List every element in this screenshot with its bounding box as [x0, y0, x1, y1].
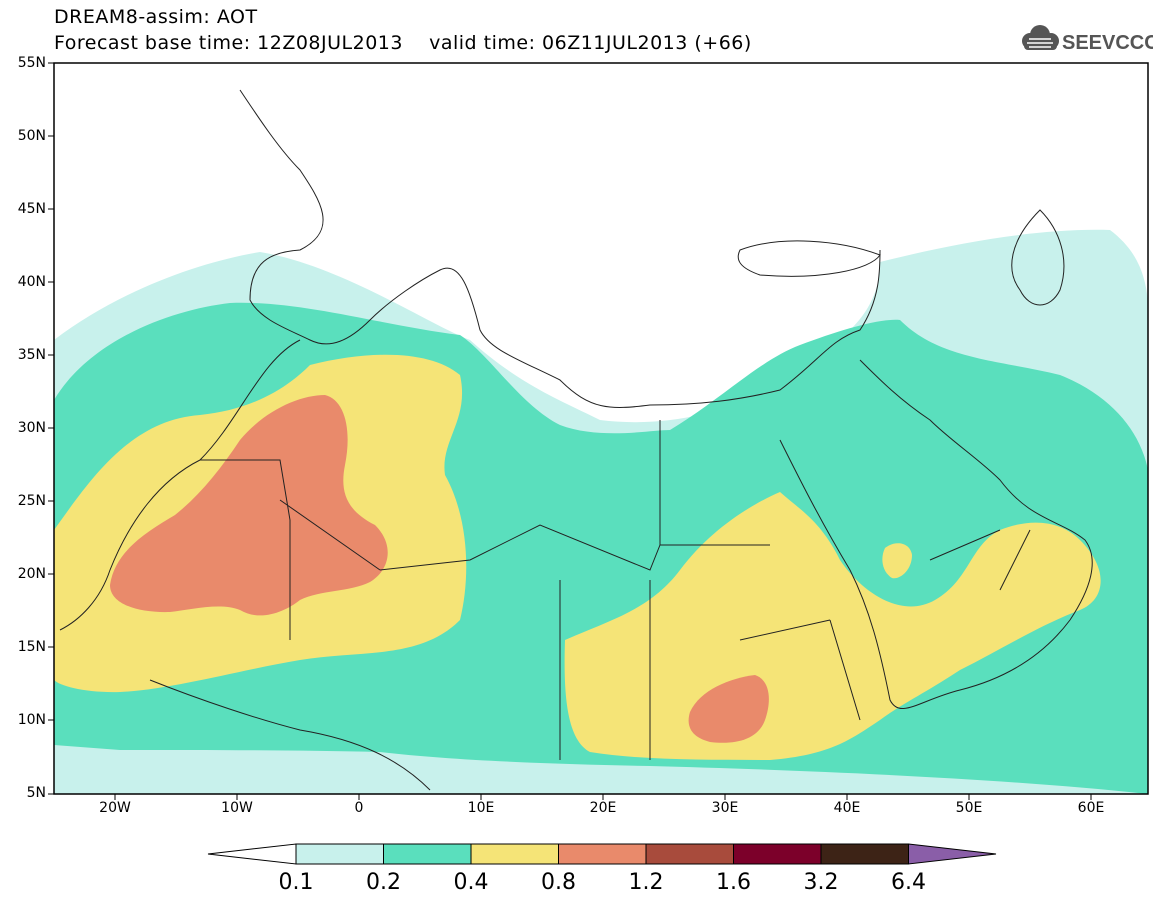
lat-label: 5N: [26, 785, 46, 801]
colorbar-segment: [558, 843, 647, 865]
colorbar-label: 0.8: [541, 870, 576, 895]
colorbar-segment: [470, 843, 559, 865]
colorbar-label: 0.1: [278, 870, 314, 895]
logo-text: SEEVCCC: [1062, 32, 1153, 54]
colorbar-label: 0.2: [366, 870, 401, 895]
chart-subtitle: Forecast base time: 12Z08JUL2013 valid t…: [54, 32, 752, 54]
coastline-redsea: [779, 359, 1093, 710]
lat-label: 35N: [17, 347, 46, 363]
lat-label: 55N: [17, 55, 46, 71]
lat-label: 20N: [17, 566, 46, 582]
colorbar-label: 3.2: [803, 870, 839, 895]
lat-label: 45N: [17, 201, 46, 217]
lat-label: 10N: [17, 712, 46, 728]
colorbar: [207, 843, 997, 865]
colorbar-label: 1.2: [628, 870, 664, 895]
colorbar-label: 6.4: [891, 870, 926, 895]
lon-label: 20W: [99, 800, 131, 816]
lon-label: 0: [354, 800, 364, 816]
colorbar-segment: [295, 843, 384, 865]
colorbar-segment: [820, 843, 909, 865]
lat-label: 40N: [17, 274, 46, 290]
black-sea: [737, 240, 881, 277]
aot-band-0.8-east: [688, 675, 769, 743]
caspian-sea: [1011, 209, 1065, 306]
lon-label: 30E: [711, 800, 739, 816]
colorbar-label: 0.4: [453, 870, 489, 895]
lon-label: 50E: [955, 800, 983, 816]
coastline-africa: [59, 339, 431, 791]
colorbar-segment: [383, 843, 472, 865]
aot-band-0.4-east: [564, 492, 1101, 760]
aot-band-0.4-spot: [882, 543, 912, 579]
lat-label: 25N: [17, 493, 46, 509]
lat-label: 15N: [17, 639, 46, 655]
colorbar-label: 1.6: [716, 870, 751, 895]
colorbar-segment-over: [908, 843, 997, 865]
colorbar-segment: [645, 843, 734, 865]
lon-label: 10W: [221, 800, 253, 816]
lon-label: 20E: [589, 800, 617, 816]
colorbar-segment-under: [207, 843, 297, 865]
lon-label: 60E: [1077, 800, 1105, 816]
aot-band-0.8: [110, 395, 388, 616]
coastline-europe: [239, 89, 881, 408]
colorbar-segment: [733, 843, 822, 865]
seevccc-logo: SEEVCCC: [1022, 25, 1153, 54]
lat-label: 50N: [17, 128, 46, 144]
chart-title: DREAM8-assim: AOT: [54, 6, 258, 28]
lat-label: 30N: [17, 420, 46, 436]
border-lines: [200, 420, 1031, 760]
lon-label: 10E: [467, 800, 495, 816]
lon-label: 40E: [833, 800, 861, 816]
